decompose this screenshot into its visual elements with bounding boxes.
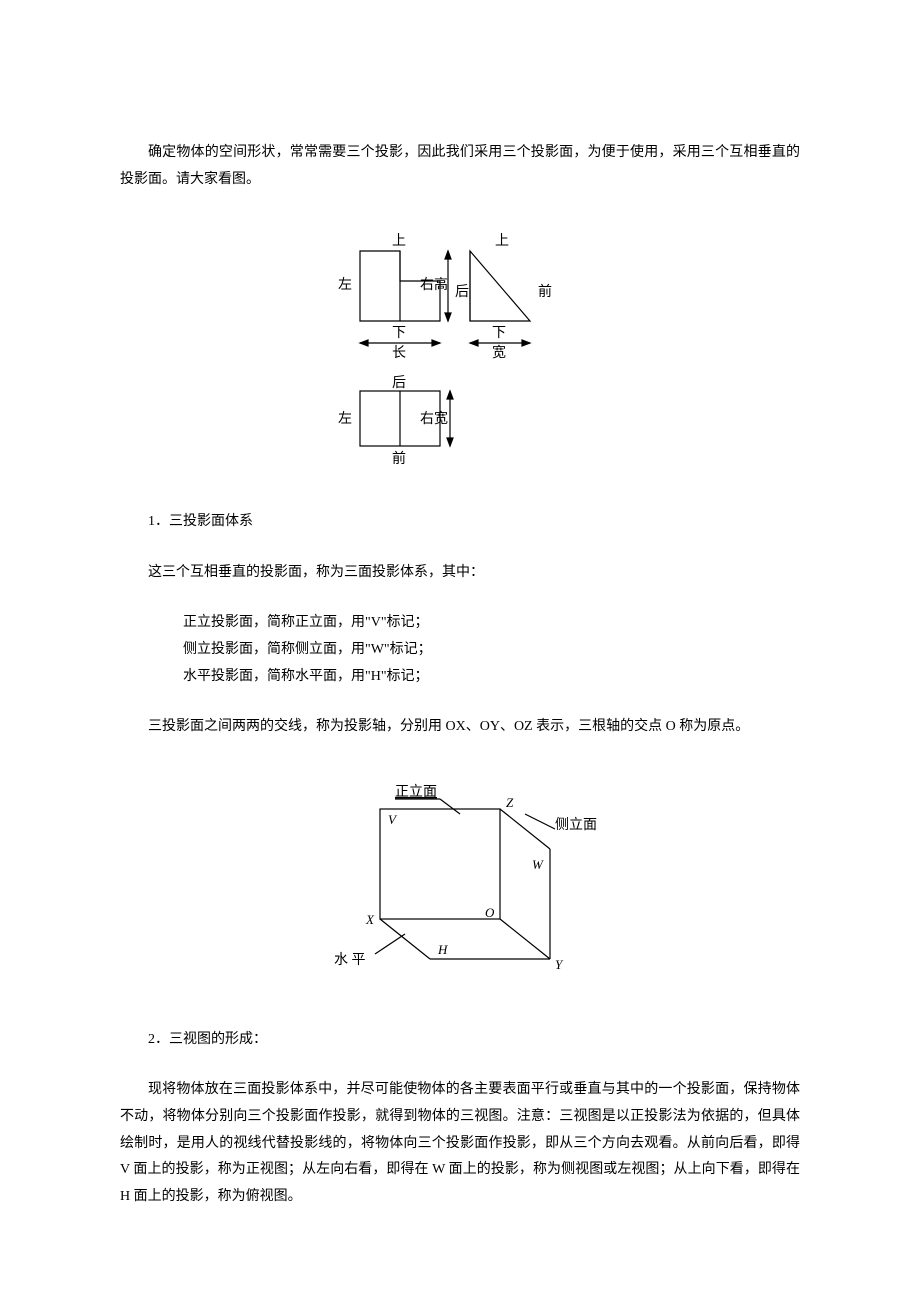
section2-p1: 现将物体放在三面投影体系中，并尽可能使物体的各主要表面平行或垂直与其中的一个投影… [120,1077,800,1210]
d1-rightg: 右 [420,277,434,293]
section1-p1: 这三个互相垂直的投影面，称为三面投影体系，其中： [120,560,800,587]
d2-zhenglm: 正立面 [395,784,437,800]
d1-xia1: 下 [392,326,406,341]
d1-qian2: 前 [392,450,406,467]
d1-left2: 左 [338,411,352,427]
d2-shuiping: 水 平 [334,952,366,968]
list-item-w: 侧立投影面，简称侧立面，用"W"标记； [183,637,800,664]
d1-qian1: 前 [538,283,552,300]
section1-title: 1．三投影面体系 [120,509,800,536]
d1-top2: 上 [495,233,509,249]
d1-left1: 左 [338,277,352,293]
projection-planes-list: 正立投影面，简称正立面，用"V"标记； 侧立投影面，简称侧立面，用"W"标记； … [120,610,800,690]
d2-W: W [532,857,544,872]
d2-Z: Z [506,795,514,810]
d2-Y: Y [555,957,564,972]
d1-hou: 后 [455,284,469,300]
d1-gao: 高 [434,276,448,293]
diagram1-svg: 上 上 左 右 高 后 前 下 长 下 宽 后 左 右 宽 前 [300,221,620,481]
d2-H: H [437,942,448,957]
d1-right2: 右 [420,411,434,427]
d1-hou2: 后 [392,375,406,391]
d1-top1: 上 [392,233,406,249]
intro-paragraph: 确定物体的空间形状，常常需要三个投影，因此我们采用三个投影面，为便于使用，采用三… [120,140,800,193]
list-item-h: 水平投影面，简称水平面，用"H"标记； [183,664,800,691]
section2-title: 2．三视图的形成： [120,1027,800,1054]
list-item-v: 正立投影面，简称正立面，用"V"标记； [183,610,800,637]
three-view-diagram: 上 上 左 右 高 后 前 下 长 下 宽 后 左 右 宽 前 [120,221,800,481]
d2-O: O [485,905,495,920]
d1-kuan1: 宽 [492,344,506,361]
d2-V: V [388,812,398,827]
section1-p2: 三投影面之间两两的交线，称为投影轴，分别用 OX、OY、OZ 表示，三根轴的交点… [120,714,800,741]
d2-X: X [365,912,375,927]
three-plane-system-diagram: 正立面 侧立面 水 平 V W H X Y Z O [120,769,800,999]
d1-xia2: 下 [492,326,506,341]
d1-kuan2: 宽 [434,410,448,427]
diagram2-svg: 正立面 侧立面 水 平 V W H X Y Z O [310,769,610,999]
d2-celm: 侧立面 [555,817,597,833]
d1-chang: 长 [392,345,406,361]
